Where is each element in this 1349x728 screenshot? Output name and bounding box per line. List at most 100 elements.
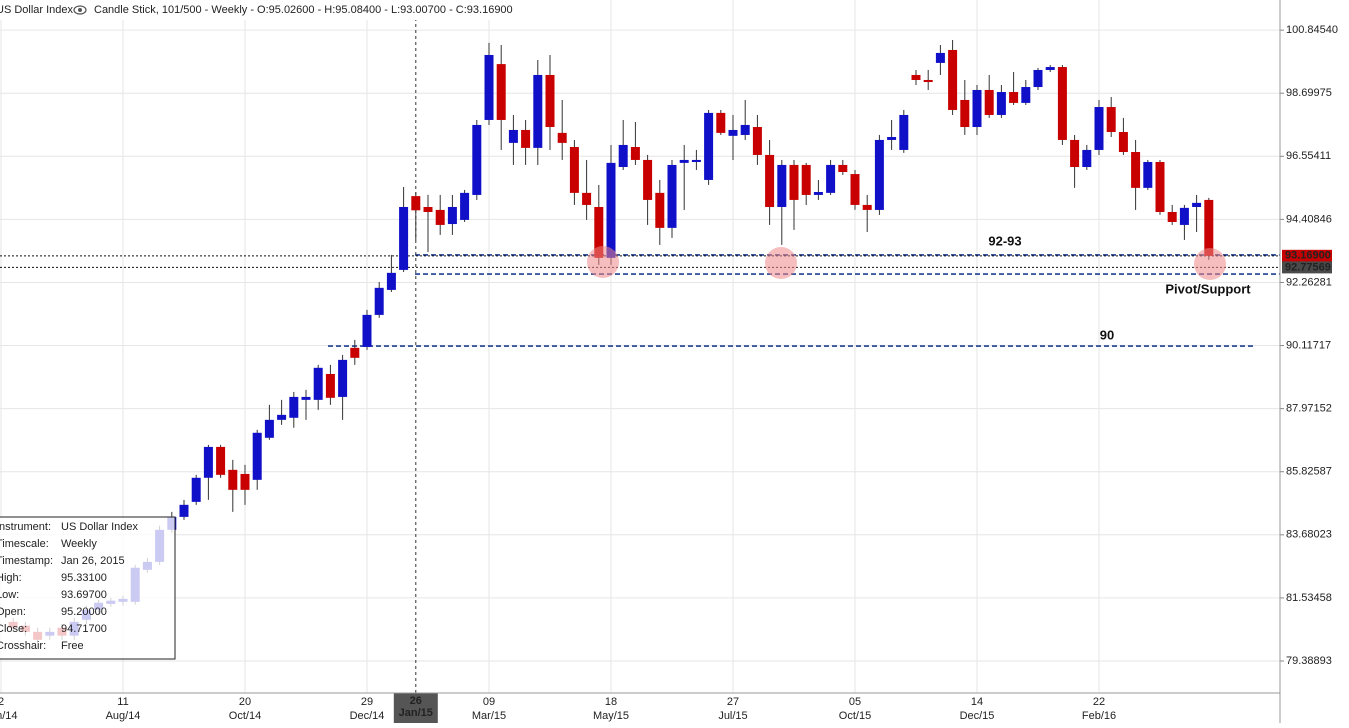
candle-body (191, 477, 201, 502)
candle-body (960, 99, 970, 128)
candle-body (618, 144, 628, 168)
x-tick-label: 29 (361, 696, 373, 708)
candle-body (1070, 139, 1080, 168)
candle-body (1167, 211, 1177, 222)
x-tick-month: Jan/15 (399, 707, 433, 719)
x-tick-label: 2 (0, 696, 4, 708)
annotation: 90 (1100, 327, 1114, 342)
candle-body (508, 129, 518, 143)
candle-body (472, 124, 482, 195)
info-value: 95.33100 (61, 572, 107, 584)
candle-body (923, 79, 933, 83)
candle-body (716, 112, 726, 133)
header-bg (0, 0, 520, 20)
info-label: Low: (0, 589, 19, 601)
price-label: 92.77569 (1285, 261, 1331, 273)
info-label: Timescale: (0, 538, 49, 550)
x-tick-month: Mar/15 (472, 710, 506, 722)
y-tick-label: 83.68023 (1286, 529, 1332, 541)
candle-body (545, 74, 555, 128)
x-tick-label: 20 (239, 696, 251, 708)
candle-body (777, 164, 787, 207)
y-tick-label: 94.40846 (1286, 213, 1332, 225)
x-tick-label: 05 (849, 696, 861, 708)
candle-body (1143, 162, 1153, 188)
candle-body (203, 446, 213, 478)
y-tick-label: 96.55411 (1286, 150, 1331, 162)
candle-body (935, 52, 945, 63)
x-tick-month: Jul/15 (718, 710, 747, 722)
candle-body (277, 414, 287, 420)
price-label: 93.16900 (1285, 250, 1331, 262)
candle-body (557, 132, 567, 143)
x-tick-month: Aug/14 (106, 710, 141, 722)
candle-body (789, 164, 799, 200)
info-label: Crosshair: (0, 640, 46, 652)
y-tick-label: 85.82587 (1286, 466, 1332, 478)
info-label: Close: (0, 623, 27, 635)
candle-body (301, 396, 311, 400)
price-label-bg (1282, 261, 1332, 274)
y-tick-label: 90.11717 (1286, 339, 1331, 351)
candle-body (606, 162, 616, 258)
candle-body (1094, 107, 1104, 150)
highlight-circle (1194, 248, 1226, 280)
candle-body (948, 49, 958, 110)
info-value: 95.20000 (61, 606, 107, 618)
x-tick-month: Jun/14 (0, 710, 18, 722)
x-tick-label: 09 (483, 696, 495, 708)
info-label: Instrument: (0, 521, 51, 533)
x-tick-label: 18 (605, 696, 617, 708)
x-tick-label: 27 (727, 696, 739, 708)
candle-body (1045, 67, 1055, 70)
candle-body (752, 127, 762, 155)
candle-body (240, 473, 250, 490)
y-tick-label: 87.97152 (1286, 403, 1332, 415)
x-tick-month: Dec/14 (350, 710, 385, 722)
candle-body (289, 396, 299, 418)
info-box: Instrument: US Dollar Index Timescale: Week… (0, 516, 176, 660)
candle-body (667, 164, 677, 228)
candle-body (984, 89, 994, 115)
info-value: 93.69700 (61, 589, 107, 601)
info-label: High: (0, 572, 22, 584)
candle-body (679, 159, 689, 163)
eye-icon[interactable] (73, 5, 87, 15)
candle-body (1082, 149, 1092, 168)
candle-body (484, 54, 494, 120)
price-label-bg (1282, 249, 1332, 262)
candle-body (643, 159, 653, 200)
x-tick-label: 26 (410, 695, 422, 707)
x-tick-label: 14 (971, 696, 983, 708)
candle-body (496, 64, 506, 120)
candle-body (594, 206, 604, 258)
candle-body (460, 192, 470, 220)
candle-body (423, 206, 433, 212)
info-value: 94.71700 (61, 623, 107, 635)
candle-body (447, 206, 457, 225)
x-tick-month: Dec/15 (960, 710, 995, 722)
candle-body (630, 147, 640, 160)
candle-body (838, 164, 848, 173)
y-tick-label: 98.69975 (1286, 87, 1332, 99)
info-label: Timestamp: (0, 555, 53, 567)
info-label: Open: (0, 606, 26, 618)
candle-body (704, 112, 714, 180)
candle-body (386, 272, 396, 290)
candle-body (582, 192, 592, 205)
info-value: US Dollar Index (61, 521, 139, 533)
candle-body (1179, 207, 1189, 225)
candle-body (1106, 107, 1116, 133)
candle-body (813, 191, 823, 195)
info-value: Jan 26, 2015 (61, 555, 125, 567)
candle-body (996, 92, 1006, 115)
candle-body (887, 137, 897, 140)
candle-body (740, 124, 750, 135)
candle-body (1118, 132, 1128, 153)
annotation: 92-93 (988, 233, 1021, 248)
candle-body (826, 164, 836, 193)
x-tick-month: Oct/14 (229, 710, 261, 722)
